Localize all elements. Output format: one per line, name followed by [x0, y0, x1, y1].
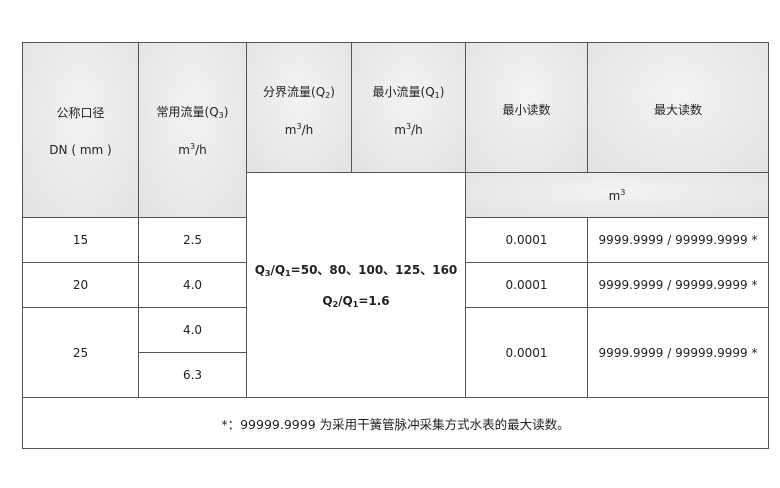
header-q1-label: 最小流量(Q1) [372, 85, 445, 100]
dn-cell: 25 [22, 307, 139, 398]
ratio-cell: Q3/Q1=50、80、100、125、160 Q2/Q1=1.6 [246, 172, 466, 398]
max-reading-cell: 9999.9999 / 99999.9999 * [587, 217, 769, 263]
header-max-reading: 最大读数 [587, 42, 769, 173]
header-q1: 最小流量(Q1) m3/h [351, 42, 466, 173]
q3-cell: 6.3 [138, 352, 247, 398]
q3-cell: 4.0 [138, 307, 247, 353]
min-reading-cell: 0.0001 [465, 307, 588, 398]
dn-cell: 15 [22, 217, 139, 263]
table-row: 15 2.5 0.0001 9999.9999 / 99999.9999 * [22, 217, 769, 263]
table-row: 20 4.0 0.0001 9999.9999 / 99999.9999 * [22, 262, 769, 308]
min-reading-cell: 0.0001 [465, 262, 588, 308]
table-row: 25 4.0 0.0001 9999.9999 / 99999.9999 * [22, 307, 769, 398]
header-q3-label: 常用流量(Q3) [156, 105, 229, 120]
header-q2-label: 分界流量(Q2) [263, 85, 335, 100]
header-dn-unit: DN ( mm ) [49, 142, 112, 157]
specs-table: 公称口径 DN ( mm ) 常用流量(Q3) m3/h 分界流量(Q2) m3… [22, 42, 769, 449]
header-dn-label: 公称口径 [56, 105, 105, 120]
footnote: *：99999.9999 为采用干簧管脉冲采集方式水表的最大读数。 [22, 397, 769, 449]
table-row: 6.3 [23, 352, 769, 398]
ratio-line-2: Q2/Q1=1.6 [322, 294, 390, 309]
header-min-reading: 最小读数 [465, 42, 588, 173]
q3-cell: 2.5 [138, 217, 247, 263]
header-q2: 分界流量(Q2) m3/h [246, 42, 352, 173]
reading-unit: m3 [465, 172, 769, 218]
header-q3: 常用流量(Q3) m3/h [138, 42, 247, 218]
header-q3-unit: m3/h [178, 142, 207, 157]
dn-cell: 20 [22, 262, 139, 308]
min-reading-cell: 0.0001 [465, 217, 588, 263]
header-q2-unit: m3/h [284, 122, 314, 137]
max-reading-cell: 9999.9999 / 99999.9999 * [587, 262, 769, 308]
max-reading-cell: 9999.9999 / 99999.9999 * [587, 307, 769, 398]
q3-cell: 4.0 [138, 262, 247, 308]
header-dn: 公称口径 DN ( mm ) [22, 42, 139, 218]
ratio-line-1: Q3/Q1=50、80、100、125、160 [254, 263, 458, 278]
header-q1-unit: m3/h [394, 122, 423, 137]
